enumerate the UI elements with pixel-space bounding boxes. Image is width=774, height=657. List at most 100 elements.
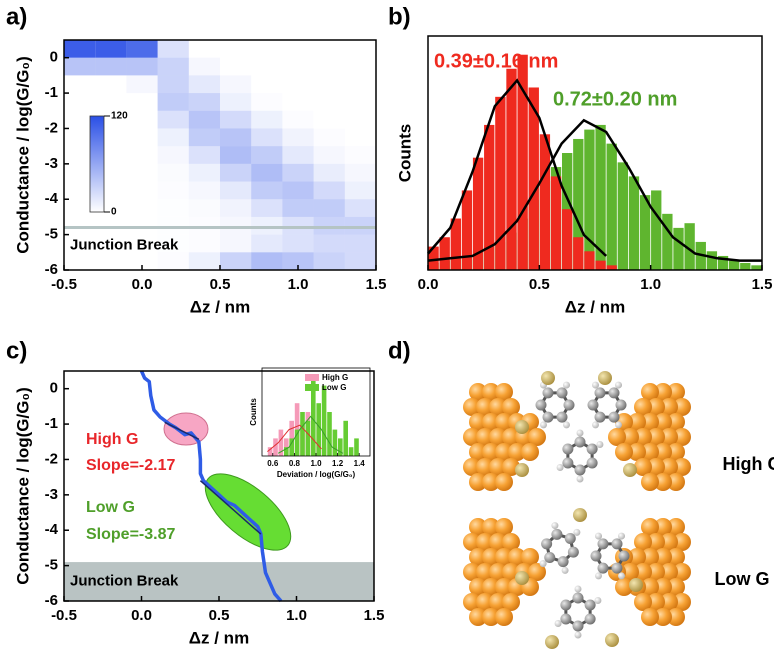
hist-bar [673,228,683,270]
c-atom [562,444,573,455]
heat-cell [282,111,313,129]
c-atom [587,458,598,469]
heat-cell [189,128,220,146]
heat-cell [220,252,251,270]
panel-label: b) [388,3,411,30]
heat-cell [95,40,126,58]
gold-atom [641,473,659,491]
heat-cell [345,58,376,76]
y-tick-label: -3 [45,155,58,172]
heat-cell [126,111,157,129]
hist-bar [327,412,332,456]
heat-cell [314,199,345,217]
c-atom [575,465,586,476]
c-atom [595,387,606,398]
heat-cell [345,111,376,129]
y-tick-label: 0 [50,49,58,66]
heat-cell [314,164,345,182]
c-atom [543,412,554,423]
gold-atom [615,443,633,461]
state-label: High G [723,454,774,474]
heat-cell [95,93,126,111]
c-atom [565,533,576,544]
heat-cell [220,93,251,111]
heat-cell [189,111,220,129]
c-atom [560,614,571,625]
hist-bar [551,176,561,270]
heat-cell [314,111,345,129]
s-atom [515,571,529,585]
heat-cell [158,40,189,58]
heat-cell [126,164,157,182]
annotation: Slope=-3.87 [86,526,175,543]
h-atom [615,421,622,428]
heat-cell [189,164,220,182]
state-label: Low G [715,569,770,589]
heat-cell [251,128,282,146]
c-atom [573,621,584,632]
hist-bar [573,237,583,270]
x-tick-label: 1.5 [366,276,387,293]
heat-cell [314,146,345,164]
y-axis-title: Counts [395,124,414,183]
hist-bar [618,162,628,270]
heat-cell [345,128,376,146]
y-tick-label: -2 [45,450,58,467]
heat-cell [345,146,376,164]
heat-cell [158,252,189,270]
h-atom [562,567,569,574]
legend-label: Low G [322,383,346,392]
heat-cell [251,182,282,200]
heat-cell [158,128,189,146]
heat-cell [95,75,126,93]
panel-label: d) [388,337,411,364]
s-atom [629,578,643,592]
hist-bar [584,251,594,270]
heat-cell [282,217,313,235]
h-atom [575,586,582,593]
hist-bar [607,144,617,270]
hist-bar [517,55,527,270]
h-atom [592,421,599,428]
x-tick-label: -0.5 [51,276,77,293]
heat-cell [126,58,157,76]
h-atom [595,533,602,540]
x-tick-label: 0.0 [131,607,152,624]
x-tick-label: 1.0 [640,276,661,293]
heat-cell [220,58,251,76]
heat-cell [220,217,251,235]
y-tick-label: -4 [45,521,59,538]
s-atom [598,371,612,385]
h-atom [618,572,625,579]
heat-cell [95,58,126,76]
heat-cell [158,182,189,200]
s-atom [605,633,619,647]
c-atom [560,600,571,611]
heat-cell [314,235,345,253]
c-atom [588,400,599,411]
s-atom [545,635,559,649]
annotation: Slope=-2.17 [86,457,175,474]
h-atom [618,533,625,540]
x-tick-label: 0.5 [210,276,231,293]
c-atom [598,563,609,574]
heat-cell [158,146,189,164]
hist-bar [306,421,311,456]
heat-cell [282,75,313,93]
heat-cell [220,182,251,200]
panel-label: c) [6,337,27,364]
x-tick-label: 0.6 [267,459,279,468]
heat-cell [189,235,220,253]
c-atom [612,538,623,549]
h-atom [596,441,603,448]
hist-bar [640,195,650,270]
h-atom [577,430,584,437]
heat-cell [251,75,282,93]
hist-bar [300,412,305,456]
heat-cell [314,93,345,111]
heat-cell [64,217,95,235]
annotation: High G [86,431,138,448]
c-atom [575,437,586,448]
hist-bar [506,69,516,270]
